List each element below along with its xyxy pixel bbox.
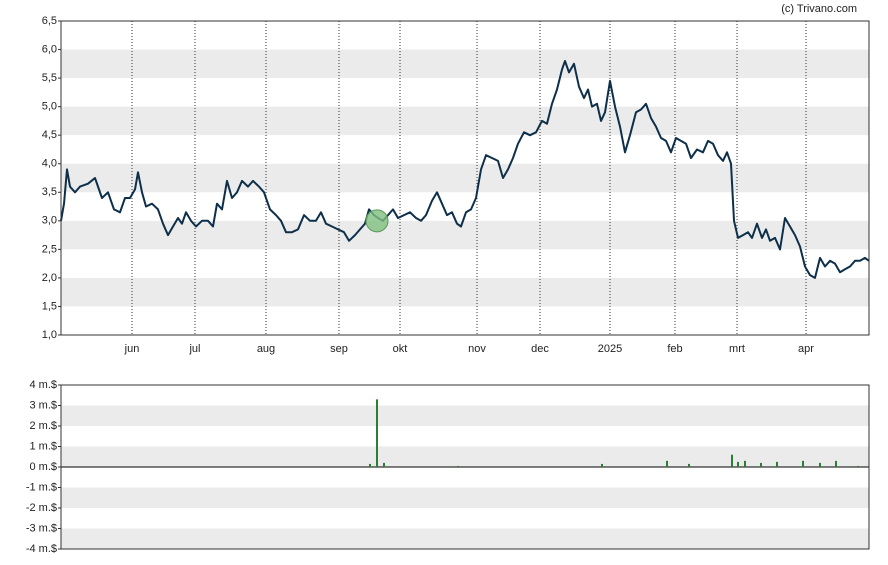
y-tick-label: 5,0 [42,101,57,113]
source-label: (c) Trivano.com [781,3,857,15]
y-tick-label: 4,0 [42,158,57,170]
grid-band [61,163,869,193]
x-tick-label: dec [531,343,549,355]
volume-bar [802,460,804,467]
y-tick-label: -1 m.$ [26,481,57,493]
grid-band [61,528,869,549]
y-tick-label: -3 m.$ [26,522,57,534]
y-tick-label: 3,0 [42,215,57,227]
y-tick-label: 3 m.$ [29,399,57,411]
grid-band [61,277,869,307]
x-tick-label: apr [798,343,814,355]
x-tick-label: mrt [729,343,745,355]
volume-bar [776,461,778,467]
y-tick-label: 6,0 [42,43,57,55]
volume-bar [835,460,837,467]
x-tick-label: sep [330,343,348,355]
y-tick-label: 2 m.$ [29,420,57,432]
x-tick-label: feb [667,343,682,355]
volume-bar [376,399,378,467]
x-tick-label: jul [188,343,200,355]
grid-band [61,446,869,467]
x-tick-label: aug [257,343,275,355]
grid-band [61,487,869,508]
y-tick-label: 0 m.$ [29,461,57,473]
volume-bar [688,463,690,467]
grid-band [61,405,869,426]
event-marker [365,209,389,233]
y-tick-label: -2 m.$ [26,502,57,514]
plot-frame [60,20,870,336]
x-tick-label: 2025 [598,343,622,355]
y-tick-label: 6,5 [42,15,57,27]
volume-bar [760,462,762,467]
volume-bar [666,460,668,467]
y-tick-label: 1,0 [42,329,57,341]
plot-frame [60,384,870,550]
x-tick-label: jun [124,343,140,355]
volume-bar [857,465,859,467]
y-tick-label: 3,5 [42,186,57,198]
y-tick-label: 2,5 [42,243,57,255]
grid-band [61,49,869,79]
y-tick-label: 1,5 [42,300,57,312]
x-tick-label: okt [393,343,408,355]
y-tick-label: -4 m.$ [26,543,57,555]
grid-band [61,106,869,136]
grid-band [61,220,869,250]
y-tick-label: 4 m.$ [29,379,57,391]
volume-bar [731,454,733,467]
y-tick-label: 5,5 [42,72,57,84]
volume-bar [737,461,739,467]
volume-bar [457,465,459,467]
price-line [60,60,870,279]
volume-bar [601,463,603,467]
volume-bar [369,463,371,467]
volume-bar [383,462,385,467]
volume-bar [819,462,821,467]
y-tick-label: 2,0 [42,272,57,284]
y-tick-label: 4,5 [42,129,57,141]
volume-bar [744,460,746,467]
y-tick-label: 1 m.$ [29,440,57,452]
x-tick-label: nov [468,343,486,355]
